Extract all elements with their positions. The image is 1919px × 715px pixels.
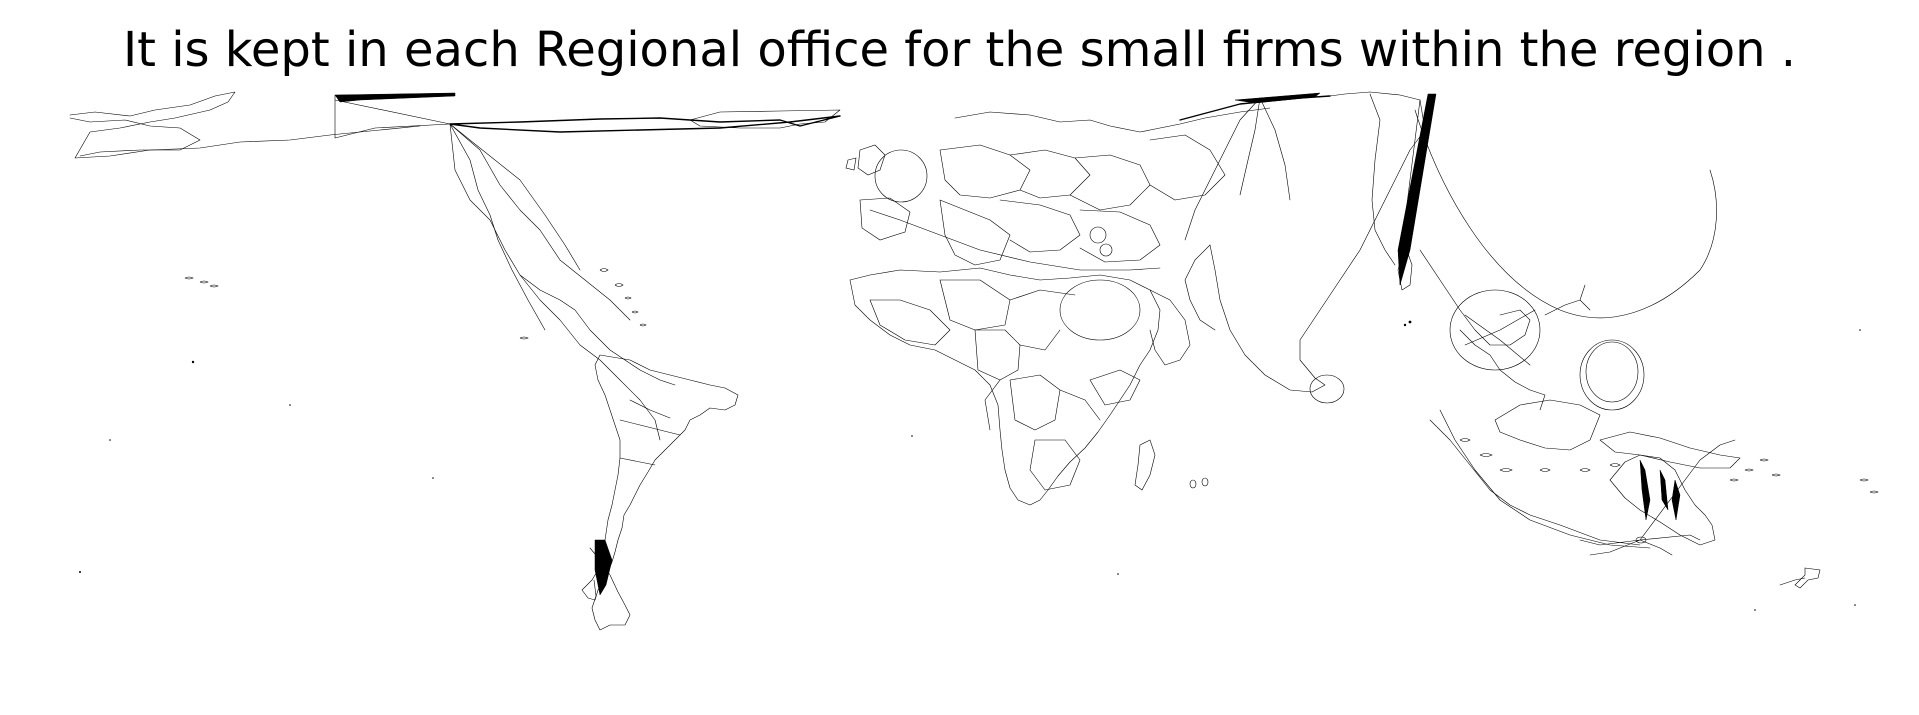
tasmania xyxy=(1635,536,1647,544)
central-asia-lines xyxy=(1184,244,1216,331)
patagonia-tip xyxy=(594,539,613,596)
korea-spike xyxy=(1397,93,1437,286)
hawaii-islands xyxy=(184,276,529,340)
mediterranean-coast xyxy=(869,209,1161,271)
africa-cell-south xyxy=(1029,439,1081,491)
ocean-dot xyxy=(432,477,434,479)
borneo-outline xyxy=(1494,399,1601,451)
iberia-outline xyxy=(859,197,911,241)
africa-cell-east-big xyxy=(1059,279,1141,341)
africa-cell-west xyxy=(869,299,951,346)
north-america-region xyxy=(69,91,841,441)
south-china-outline xyxy=(1419,249,1531,346)
china-east-coast xyxy=(1544,284,1591,316)
usa-funnel-outline-c xyxy=(449,123,546,331)
east-pacific-islands xyxy=(1729,458,1879,494)
map-title: It is kept in each Regional office for t… xyxy=(122,22,1797,78)
russia-arctic-line xyxy=(1179,95,1331,121)
africa-outline xyxy=(849,267,1161,506)
new-zealand-outline xyxy=(1794,567,1821,589)
indonesia-arc xyxy=(1439,409,1651,549)
southeast-asia-region xyxy=(1429,339,1741,549)
indochina-outline xyxy=(1459,329,1546,411)
japan-outline xyxy=(1397,244,1413,291)
ocean-dot xyxy=(1117,573,1119,575)
caribbean-islands xyxy=(599,268,647,327)
scandinavia-outline xyxy=(954,107,1271,133)
ocean-dot xyxy=(911,435,913,437)
central-america-outline xyxy=(519,274,676,386)
china-bulb-outline xyxy=(1209,91,1426,393)
usa-funnel-outline-b xyxy=(449,123,631,321)
europe-cells-g xyxy=(1149,134,1226,201)
tierra-del-fuego xyxy=(589,547,631,631)
russia-fan-outline xyxy=(1184,97,1291,241)
europe-cells-d xyxy=(939,199,1011,266)
africa-cell-congo xyxy=(1009,374,1061,431)
australia-rays xyxy=(1579,534,1701,556)
africa-cell-sahara xyxy=(939,279,1011,331)
europe-cells-f xyxy=(1079,209,1161,263)
ocean-dot xyxy=(191,360,195,364)
canada-spike xyxy=(334,92,456,103)
usa-funnel-outline-d xyxy=(449,123,581,271)
arctic-coast-outline xyxy=(69,117,201,157)
ocean-dot xyxy=(1854,604,1856,606)
canada-arctic-band xyxy=(449,115,841,133)
ocean-dot xyxy=(109,439,111,441)
europe-cells-a xyxy=(939,144,1031,199)
africa-cell-horn xyxy=(1089,369,1141,406)
philippines-circle-inner xyxy=(1585,341,1639,403)
east-asia-region xyxy=(1369,93,1717,411)
ocean-dot xyxy=(79,571,81,573)
australia-region xyxy=(1579,439,1821,589)
australia-outline xyxy=(1609,454,1716,546)
europe-cells-c xyxy=(1069,154,1151,211)
africa-region xyxy=(849,267,1209,506)
europe-cells-e xyxy=(999,199,1081,253)
alaska-outline xyxy=(69,91,421,159)
australia-spikes xyxy=(1639,459,1681,521)
ocean-dot xyxy=(289,404,291,406)
madagascar-outline xyxy=(1134,439,1156,491)
new-zealand-line xyxy=(1779,577,1806,586)
ocean-dot xyxy=(1408,320,1412,324)
europe-cells-b xyxy=(1009,149,1091,199)
south-america-outline xyxy=(581,354,739,601)
south-asia-circle xyxy=(1309,374,1345,404)
sumatra-outline xyxy=(1429,419,1641,546)
russia-region xyxy=(1179,91,1426,404)
china-big-circle xyxy=(1414,109,1717,319)
philippines-circle xyxy=(1579,339,1645,411)
africa-cell-central xyxy=(974,329,1021,381)
canada-box-outline xyxy=(334,94,451,139)
ocean-dot xyxy=(1859,329,1861,331)
arabia-outline xyxy=(1149,289,1191,366)
africa-inner-lines xyxy=(984,289,1101,431)
south-america-region xyxy=(581,354,739,631)
uk-outline xyxy=(845,144,886,176)
ocean-dot xyxy=(1403,323,1407,327)
iceland-circle xyxy=(874,149,928,203)
indonesia-islands xyxy=(1459,438,1621,472)
europe-region xyxy=(845,107,1271,271)
usa-funnel-outline xyxy=(449,123,661,441)
south-america-inner xyxy=(619,399,681,466)
ocean-dot xyxy=(1754,609,1756,611)
indian-ocean-islands xyxy=(1189,477,1209,489)
australia-rays-b xyxy=(1639,439,1736,541)
indochina-cell xyxy=(1449,289,1541,371)
new-guinea-outline xyxy=(1599,431,1741,469)
pacific-islands xyxy=(79,276,1879,611)
indochina-diagonals xyxy=(1464,309,1536,366)
greenland-outline xyxy=(689,109,841,129)
small-circles-europe xyxy=(1089,226,1113,257)
